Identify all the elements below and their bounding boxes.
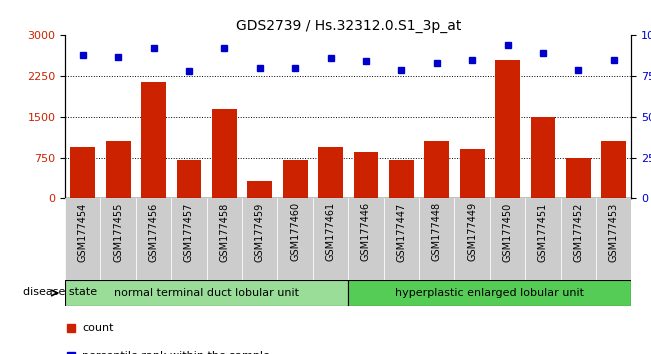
Text: GSM177452: GSM177452 [574,202,583,262]
Text: percentile rank within the sample: percentile rank within the sample [82,350,270,354]
FancyBboxPatch shape [65,198,100,280]
Text: disease state: disease state [23,287,97,297]
Text: GSM177449: GSM177449 [467,202,477,262]
Bar [176,160,201,198]
Bar [353,152,378,198]
FancyBboxPatch shape [136,198,171,280]
Text: GSM177460: GSM177460 [290,202,300,262]
Text: hyperplastic enlarged lobular unit: hyperplastic enlarged lobular unit [395,288,585,298]
Bar [283,160,307,198]
FancyBboxPatch shape [242,198,277,280]
FancyBboxPatch shape [383,198,419,280]
Text: GSM177453: GSM177453 [609,202,618,262]
FancyBboxPatch shape [490,198,525,280]
Text: GSM177450: GSM177450 [503,202,512,262]
Text: GSM177458: GSM177458 [219,202,229,262]
Text: GSM177447: GSM177447 [396,202,406,262]
Text: normal terminal duct lobular unit: normal terminal duct lobular unit [114,288,299,298]
Text: GSM177451: GSM177451 [538,202,548,262]
FancyBboxPatch shape [65,280,348,306]
Text: GSM177448: GSM177448 [432,202,442,262]
Bar [495,60,520,198]
Bar [212,109,237,198]
Text: GSM177457: GSM177457 [184,202,194,262]
Text: GSM177459: GSM177459 [255,202,265,262]
Bar [141,81,166,198]
Text: GSM177454: GSM177454 [78,202,88,262]
Bar [531,117,555,198]
Title: GDS2739 / Hs.32312.0.S1_3p_at: GDS2739 / Hs.32312.0.S1_3p_at [236,19,461,33]
Bar [389,160,414,198]
Bar [106,141,131,198]
FancyBboxPatch shape [207,198,242,280]
FancyBboxPatch shape [313,198,348,280]
FancyBboxPatch shape [100,198,136,280]
FancyBboxPatch shape [348,280,631,306]
FancyBboxPatch shape [525,198,561,280]
FancyBboxPatch shape [419,198,454,280]
FancyBboxPatch shape [596,198,631,280]
Text: GSM177461: GSM177461 [326,202,335,262]
Text: count: count [82,322,113,333]
Bar [460,149,484,198]
Text: GSM177446: GSM177446 [361,202,371,262]
FancyBboxPatch shape [561,198,596,280]
FancyBboxPatch shape [277,198,313,280]
Bar [602,141,626,198]
FancyBboxPatch shape [171,198,207,280]
Bar [424,141,449,198]
Bar [318,147,343,198]
Bar [70,147,95,198]
Text: GSM177455: GSM177455 [113,202,123,262]
Bar [566,158,590,198]
Bar [247,181,272,198]
Text: GSM177456: GSM177456 [148,202,159,262]
FancyBboxPatch shape [348,198,383,280]
FancyBboxPatch shape [454,198,490,280]
